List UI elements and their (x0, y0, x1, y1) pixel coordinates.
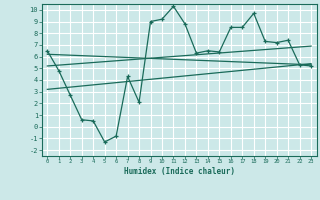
X-axis label: Humidex (Indice chaleur): Humidex (Indice chaleur) (124, 167, 235, 176)
